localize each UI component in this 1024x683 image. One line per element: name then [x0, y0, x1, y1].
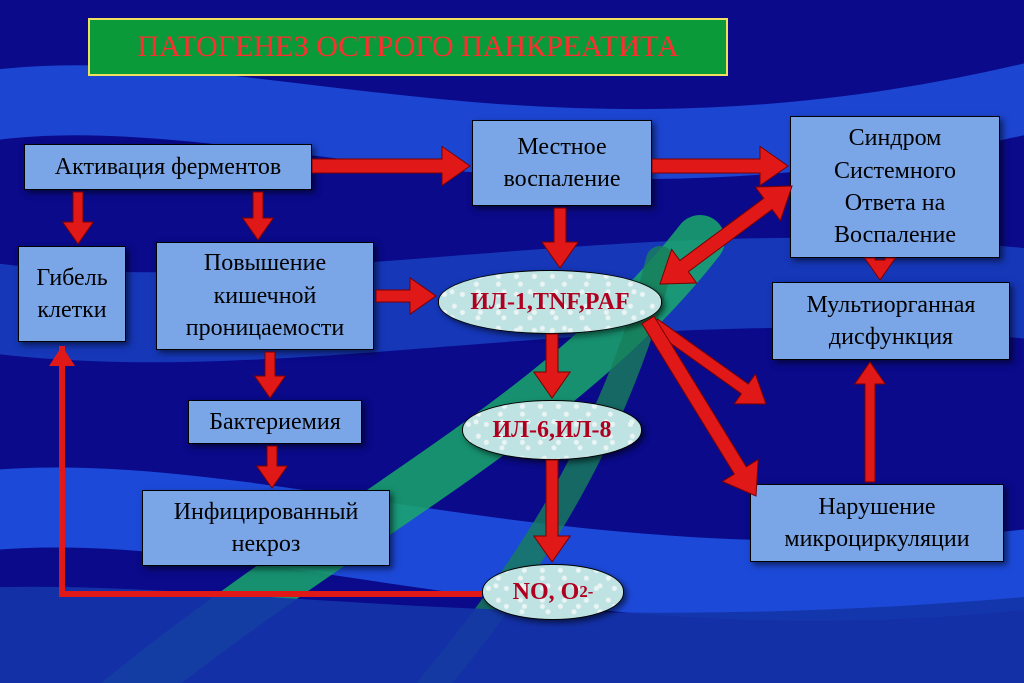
- node-n3: СиндромСистемногоОтвета наВоспаление: [790, 116, 1000, 258]
- slide-stage: ПАТОГЕНЕЗ ОСТРОГО ПАНКРЕАТИТА Активация …: [0, 0, 1024, 683]
- node-n4: Гибельклетки: [18, 246, 126, 342]
- ellipse-e1: ИЛ-1,TNF,PAF: [438, 270, 662, 334]
- node-n6: Мультиорганнаядисфункция: [772, 282, 1010, 360]
- node-n1: Активация ферментов: [24, 144, 312, 190]
- node-n2: Местноевоспаление: [472, 120, 652, 206]
- ellipse-e3: NO, O2-: [482, 564, 624, 620]
- node-n5: Повышениекишечнойпроницаемости: [156, 242, 374, 350]
- node-n7: Бактериемия: [188, 400, 362, 444]
- slide-title: ПАТОГЕНЕЗ ОСТРОГО ПАНКРЕАТИТА: [88, 18, 728, 76]
- ellipse-e2: ИЛ-6,ИЛ-8: [462, 400, 642, 460]
- node-n9: Нарушениемикроциркуляции: [750, 484, 1004, 562]
- node-n8: Инфицированныйнекроз: [142, 490, 390, 566]
